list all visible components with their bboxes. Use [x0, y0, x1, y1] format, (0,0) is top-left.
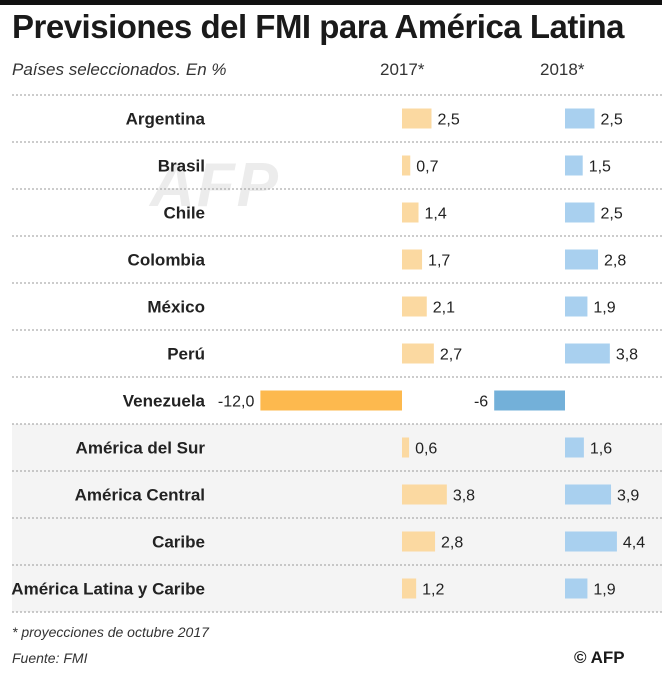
category-label: México — [147, 298, 205, 317]
category-label: Colombia — [128, 251, 206, 270]
bar-2017 — [402, 202, 419, 223]
bar-2017 — [402, 296, 427, 317]
category-label: Perú — [167, 345, 205, 364]
bar-2018 — [565, 531, 617, 552]
category-label: Argentina — [126, 110, 206, 129]
data-label-2018: 3,9 — [617, 488, 639, 505]
data-label-2018: 1,6 — [590, 441, 612, 458]
shaded-row-bg — [12, 565, 662, 612]
category-label: Venezuela — [123, 392, 206, 411]
data-label-2017: 2,7 — [440, 347, 462, 364]
data-label-2017: 1,7 — [428, 253, 450, 270]
data-label-2018: 4,4 — [623, 535, 645, 552]
data-label-2017: -12,0 — [218, 394, 255, 411]
bar-2017 — [402, 484, 447, 505]
chart-title: Previsiones del FMI para América Latina — [12, 8, 625, 45]
top-rule — [0, 0, 662, 5]
data-label-2017: 0,7 — [416, 159, 438, 176]
data-label-2018: 3,8 — [616, 347, 638, 364]
data-label-2017: 1,2 — [422, 582, 444, 599]
chart-subtitle: Países seleccionados. En % — [12, 60, 227, 79]
data-label-2018: 1,9 — [593, 300, 615, 317]
bar-2018 — [565, 155, 583, 176]
data-label-2017: 1,4 — [425, 206, 447, 223]
bar-2017 — [402, 437, 410, 458]
category-label: Chile — [163, 204, 205, 223]
footnote: * proyecciones de octubre 2017 — [12, 624, 209, 640]
category-label: América Latina y Caribe — [11, 580, 205, 599]
shaded-row-bg — [12, 518, 662, 565]
data-label-2018: 1,5 — [589, 159, 611, 176]
bar-2018 — [565, 343, 610, 364]
bar-2018 — [565, 108, 595, 129]
bar-2017 — [402, 531, 436, 552]
bar-2017 — [402, 578, 417, 599]
column-header-2017: 2017* — [380, 60, 425, 79]
data-label-2018: 2,5 — [601, 206, 623, 223]
bar-2018 — [565, 484, 612, 505]
bar-2017 — [260, 390, 402, 411]
afp-watermark: AFP — [150, 151, 280, 220]
data-label-2017: 0,6 — [415, 441, 437, 458]
shaded-row-bg — [12, 424, 662, 471]
data-label-2017: 2,5 — [438, 112, 460, 129]
data-label-2018: -6 — [474, 394, 488, 411]
bar-2018 — [494, 390, 565, 411]
data-label-2017: 2,8 — [441, 535, 463, 552]
bar-2017 — [402, 343, 434, 364]
category-label: América del Sur — [76, 439, 206, 458]
category-label: Caribe — [152, 533, 205, 552]
category-label: América Central — [75, 486, 205, 505]
category-label: Brasil — [158, 157, 205, 176]
data-label-2018: 1,9 — [593, 582, 615, 599]
bar-2017 — [402, 108, 432, 129]
afp-credit: © AFP — [574, 648, 625, 667]
bar-2018 — [565, 437, 584, 458]
column-header-2018: 2018* — [540, 60, 585, 79]
data-label-2018: 2,5 — [601, 112, 623, 129]
bar-2018 — [565, 296, 588, 317]
shaded-row-bg — [12, 471, 662, 518]
bar-2017 — [402, 249, 423, 270]
bar-2017 — [402, 155, 411, 176]
bar-2018 — [565, 202, 595, 223]
source: Fuente: FMI — [12, 650, 88, 666]
data-label-2017: 3,8 — [453, 488, 475, 505]
data-label-2018: 2,8 — [604, 253, 626, 270]
bar-2018 — [565, 578, 588, 599]
data-label-2017: 2,1 — [433, 300, 455, 317]
bar-2018 — [565, 249, 599, 270]
